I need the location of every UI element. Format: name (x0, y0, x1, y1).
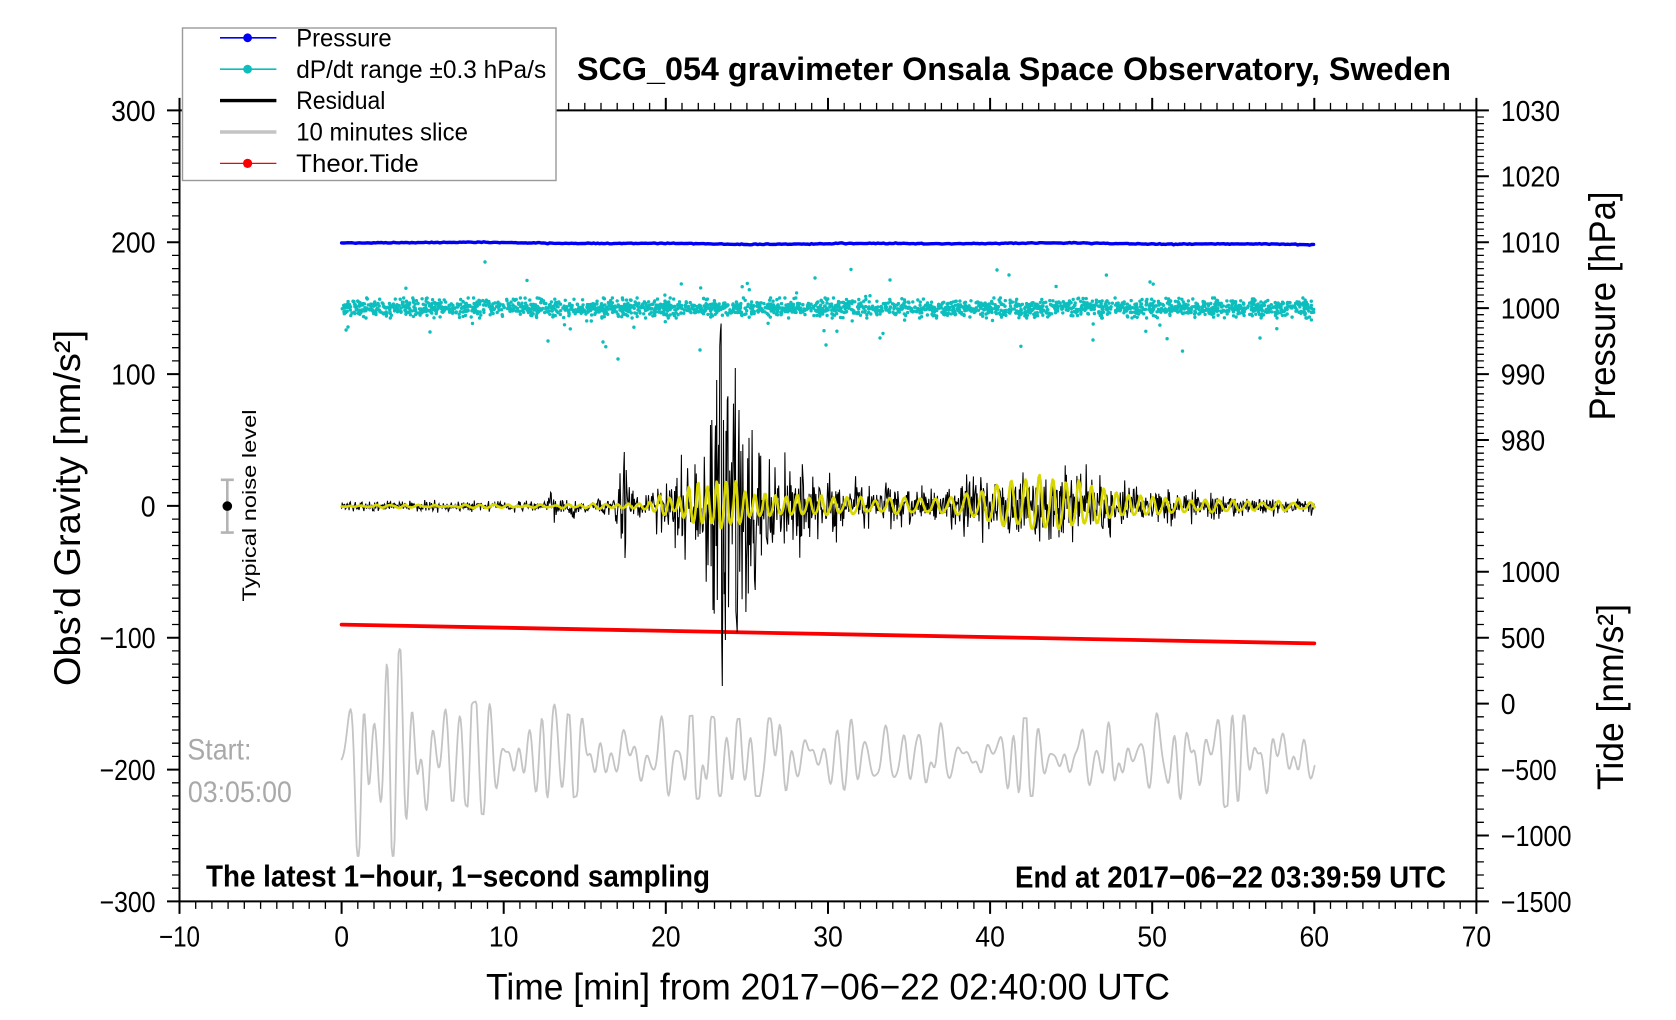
svg-text:Tide [nm/s²]: Tide [nm/s²] (1590, 604, 1631, 790)
svg-text:The latest 1−hour, 1−second sa: The latest 1−hour, 1−second sampling (206, 858, 710, 893)
svg-text:Obs’d Gravity [nm/s²]: Obs’d Gravity [nm/s²] (47, 330, 88, 686)
svg-text:20: 20 (651, 922, 681, 954)
svg-text:50: 50 (1137, 922, 1167, 954)
svg-text:30: 30 (813, 922, 843, 954)
svg-text:1020: 1020 (1501, 162, 1560, 194)
svg-text:1000: 1000 (1501, 557, 1560, 589)
svg-text:Pressure: Pressure (296, 24, 391, 52)
svg-text:10: 10 (489, 922, 519, 954)
svg-text:500: 500 (1501, 623, 1545, 655)
svg-text:100: 100 (111, 360, 155, 392)
svg-text:−100: −100 (100, 623, 156, 655)
svg-text:Theor.Tide: Theor.Tide (296, 150, 419, 178)
svg-text:70: 70 (1462, 922, 1492, 954)
svg-text:60: 60 (1300, 922, 1330, 954)
svg-text:40: 40 (975, 922, 1005, 954)
svg-text:−1500: −1500 (1501, 887, 1572, 919)
svg-text:dP/dt range ±0.3 hPa/s: dP/dt range ±0.3 hPa/s (296, 56, 546, 84)
svg-text:0: 0 (1501, 689, 1516, 721)
svg-text:−500: −500 (1501, 755, 1557, 787)
svg-text:−200: −200 (100, 755, 156, 787)
svg-text:200: 200 (111, 228, 155, 260)
svg-text:10 minutes slice: 10 minutes slice (296, 119, 468, 147)
svg-text:SCG_054 gravimeter Onsala Spac: SCG_054 gravimeter Onsala Space Observat… (577, 51, 1451, 87)
svg-text:990: 990 (1501, 360, 1545, 392)
svg-text:1000: 1000 (1501, 294, 1560, 326)
svg-text:Typical noise level: Typical noise level (240, 410, 261, 602)
svg-text:300: 300 (111, 96, 155, 128)
svg-text:−10: −10 (159, 922, 200, 954)
svg-text:1010: 1010 (1501, 228, 1560, 260)
svg-text:Residual: Residual (296, 87, 385, 115)
svg-text:0: 0 (141, 491, 156, 523)
svg-text:−1000: −1000 (1501, 821, 1572, 853)
svg-text:1030: 1030 (1501, 96, 1560, 128)
svg-text:Pressure [hPa]: Pressure [hPa] (1582, 192, 1623, 421)
svg-text:End at 2017−06−22 03:39:59 UTC: End at 2017−06−22 03:39:59 UTC (1015, 860, 1446, 895)
svg-text:03:05:00: 03:05:00 (188, 776, 292, 809)
svg-text:0: 0 (334, 922, 349, 954)
svg-text:−300: −300 (100, 887, 156, 919)
svg-text:Time [min] from 2017−06−22 02:: Time [min] from 2017−06−22 02:40:00 UTC (486, 966, 1170, 1007)
svg-text:Start:: Start: (187, 734, 251, 767)
svg-text:980: 980 (1501, 425, 1545, 457)
